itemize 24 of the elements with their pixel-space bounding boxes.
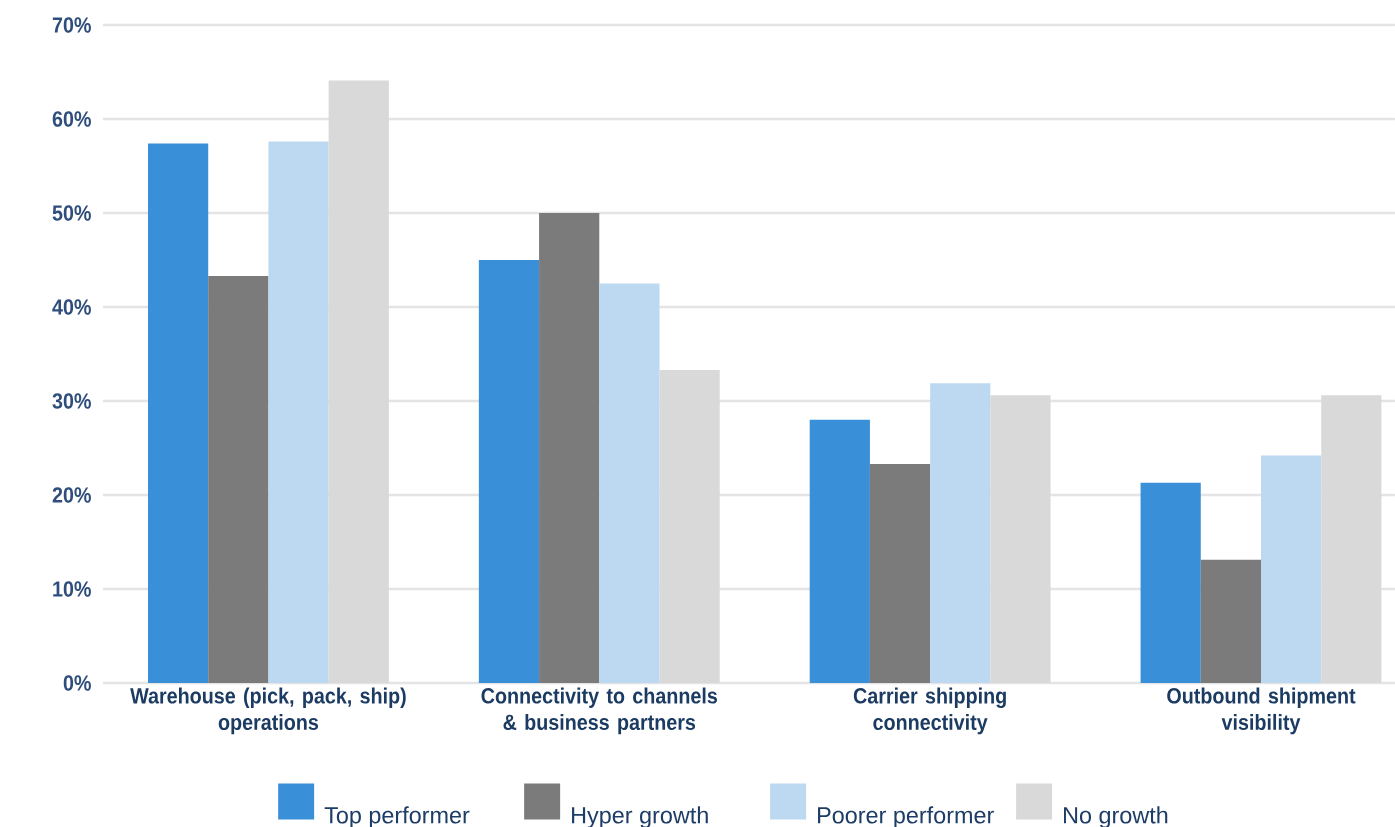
bar: [599, 283, 660, 683]
bar: [208, 275, 269, 683]
bar: [1200, 559, 1261, 683]
y-tick-label: 70%: [52, 17, 91, 33]
bar: [539, 213, 600, 683]
x-tick-label: Connectivity to channels & business partners: [481, 687, 718, 735]
y-tick-label: 60%: [52, 111, 91, 127]
x-tick-label: Warehouse (pick, pack, ship) operations: [130, 687, 406, 735]
y-tick-label: 20%: [52, 487, 91, 503]
bar: [1140, 482, 1201, 683]
y-tick-label: 40%: [52, 299, 91, 315]
y-tick-label: 30%: [52, 393, 91, 409]
y-tick-label: 10%: [53, 581, 91, 597]
y-tick-label: 50%: [52, 205, 91, 221]
bar: [148, 143, 209, 683]
bar: [809, 419, 870, 683]
x-tick-label: Outbound shipment visibility: [1167, 687, 1356, 735]
bar: [930, 383, 991, 683]
bar: [869, 463, 931, 683]
x-tick-label: Carrier shipping connectivity: [853, 687, 1006, 735]
bar: [1261, 455, 1322, 683]
bar: [478, 260, 540, 683]
bar: [268, 141, 329, 683]
y-tick-label: 0%: [63, 675, 91, 691]
